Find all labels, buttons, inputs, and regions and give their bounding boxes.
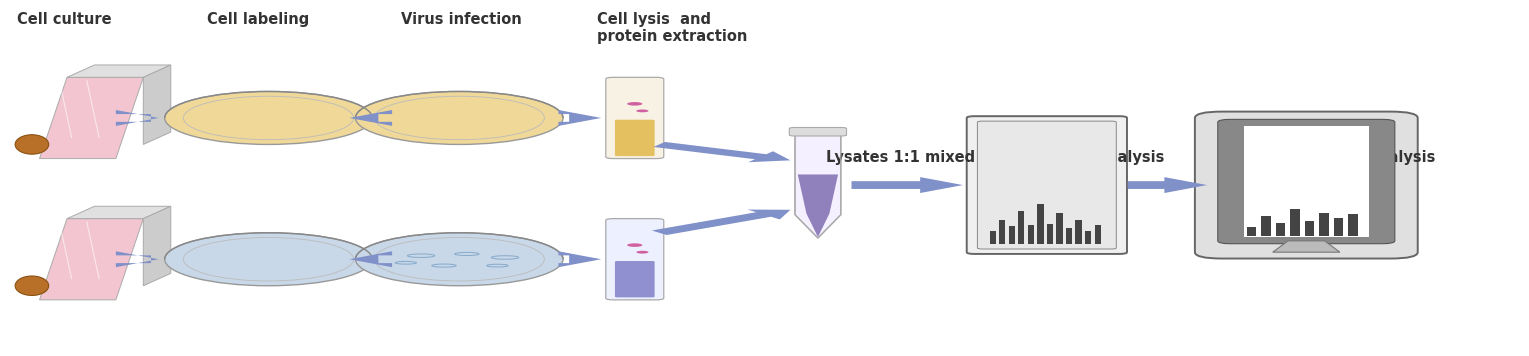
Ellipse shape (15, 276, 49, 295)
Polygon shape (798, 174, 838, 237)
Polygon shape (558, 110, 601, 126)
Bar (1095, 225, 1101, 245)
Polygon shape (116, 110, 159, 126)
Polygon shape (144, 206, 171, 286)
FancyBboxPatch shape (789, 127, 847, 136)
Polygon shape (40, 77, 144, 158)
Polygon shape (653, 142, 790, 162)
Bar (1018, 211, 1024, 245)
Bar (1086, 231, 1092, 245)
Polygon shape (40, 219, 144, 300)
Bar (1057, 213, 1063, 245)
FancyBboxPatch shape (615, 120, 654, 156)
FancyBboxPatch shape (615, 261, 654, 297)
Bar (1261, 216, 1271, 236)
Polygon shape (1272, 241, 1339, 252)
Polygon shape (67, 206, 171, 219)
Text: Cell labeling: Cell labeling (208, 12, 310, 27)
Text: LC–MS/MS analysis: LC–MS/MS analysis (1009, 150, 1164, 165)
Bar (1066, 228, 1072, 245)
Ellipse shape (355, 91, 563, 145)
Circle shape (636, 251, 648, 253)
Bar (989, 231, 995, 245)
Text: Virus infection: Virus infection (401, 12, 521, 27)
Ellipse shape (15, 135, 49, 154)
Bar (1027, 225, 1034, 245)
Ellipse shape (165, 91, 372, 145)
Polygon shape (67, 65, 171, 77)
FancyBboxPatch shape (966, 116, 1127, 254)
Bar (1304, 221, 1315, 236)
FancyBboxPatch shape (605, 77, 664, 158)
Circle shape (627, 244, 642, 247)
Polygon shape (558, 251, 601, 267)
Text: Cell lysis  and
protein extraction: Cell lysis and protein extraction (596, 12, 748, 44)
Bar (1037, 204, 1043, 245)
Polygon shape (1128, 177, 1206, 193)
FancyBboxPatch shape (1217, 119, 1394, 244)
Bar (998, 220, 1006, 245)
Circle shape (627, 102, 642, 106)
Polygon shape (795, 132, 841, 238)
Text: Cell culture: Cell culture (17, 12, 112, 27)
Polygon shape (852, 177, 963, 193)
FancyBboxPatch shape (605, 219, 664, 300)
Bar (1349, 214, 1358, 236)
Bar (1009, 226, 1015, 245)
Bar (1075, 220, 1081, 245)
Bar (1290, 209, 1300, 236)
Polygon shape (651, 210, 790, 235)
Text: Lysates 1:1 mixed: Lysates 1:1 mixed (826, 150, 974, 165)
FancyBboxPatch shape (1243, 126, 1368, 237)
Polygon shape (144, 65, 171, 145)
Bar (1320, 213, 1329, 236)
Polygon shape (349, 110, 391, 126)
Ellipse shape (355, 233, 563, 286)
Circle shape (636, 110, 648, 112)
Ellipse shape (165, 233, 372, 286)
Bar (1246, 227, 1257, 236)
Bar (1333, 218, 1342, 236)
Polygon shape (349, 251, 391, 267)
Bar (1047, 224, 1053, 245)
FancyBboxPatch shape (977, 121, 1116, 249)
Bar (1275, 223, 1286, 236)
Polygon shape (116, 251, 159, 267)
FancyBboxPatch shape (1194, 111, 1417, 258)
Text: Bioinformatics  analysis: Bioinformatics analysis (1237, 150, 1436, 165)
